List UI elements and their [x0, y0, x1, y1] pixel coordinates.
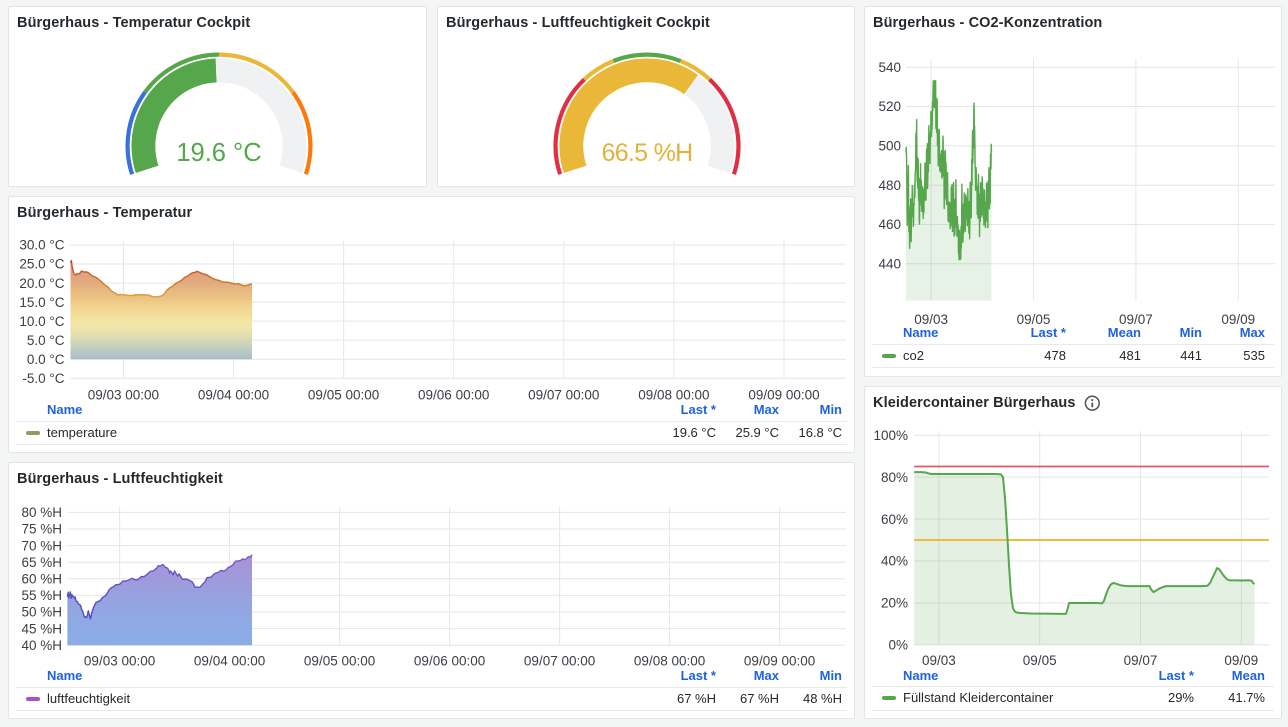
svg-text:55 %H: 55 %H: [21, 588, 62, 603]
svg-text:70 %H: 70 %H: [21, 538, 62, 553]
svg-text:80%: 80%: [881, 470, 908, 485]
svg-text:66.5 %H: 66.5 %H: [602, 139, 693, 167]
svg-text:-5.0 °C: -5.0 °C: [22, 371, 64, 386]
svg-text:65 %H: 65 %H: [21, 555, 62, 570]
svg-text:0.0 °C: 0.0 °C: [27, 352, 65, 367]
svg-text:80 %H: 80 %H: [21, 505, 62, 520]
svg-text:60 %H: 60 %H: [21, 572, 62, 587]
svg-text:09/05 00:00: 09/05 00:00: [304, 654, 375, 669]
svg-text:09/07 00:00: 09/07 00:00: [524, 654, 595, 669]
svg-text:09/06 00:00: 09/06 00:00: [418, 388, 489, 403]
svg-text:520: 520: [878, 99, 901, 114]
svg-text:09/09 00:00: 09/09 00:00: [748, 388, 819, 403]
svg-text:540: 540: [878, 60, 901, 75]
svg-text:09/03: 09/03: [914, 312, 948, 327]
svg-text:0%: 0%: [888, 638, 908, 653]
svg-text:09/04 00:00: 09/04 00:00: [194, 654, 265, 669]
svg-text:440: 440: [878, 257, 901, 272]
svg-text:09/04 00:00: 09/04 00:00: [198, 388, 269, 403]
svg-text:460: 460: [878, 217, 901, 232]
svg-text:50 %H: 50 %H: [21, 605, 62, 620]
svg-text:480: 480: [878, 178, 901, 193]
svg-text:75 %H: 75 %H: [21, 522, 62, 537]
svg-text:500: 500: [878, 139, 901, 154]
svg-text:09/03 00:00: 09/03 00:00: [84, 654, 155, 669]
svg-text:09/03 00:00: 09/03 00:00: [88, 388, 159, 403]
svg-text:20.0 °C: 20.0 °C: [19, 276, 64, 291]
svg-text:19.6 °C: 19.6 °C: [176, 139, 261, 167]
svg-text:09/09 00:00: 09/09 00:00: [744, 654, 815, 669]
svg-text:15.0 °C: 15.0 °C: [19, 295, 64, 310]
svg-text:09/09: 09/09: [1221, 312, 1255, 327]
svg-text:5.0 °C: 5.0 °C: [27, 333, 65, 348]
svg-text:09/08 00:00: 09/08 00:00: [638, 388, 709, 403]
svg-text:09/07: 09/07: [1124, 653, 1158, 668]
svg-text:60%: 60%: [881, 512, 908, 527]
svg-text:09/05 00:00: 09/05 00:00: [308, 388, 379, 403]
svg-text:09/05: 09/05: [1023, 653, 1057, 668]
svg-text:30.0 °C: 30.0 °C: [19, 238, 64, 253]
svg-text:25.0 °C: 25.0 °C: [19, 257, 64, 272]
svg-text:20%: 20%: [881, 596, 908, 611]
svg-text:09/08 00:00: 09/08 00:00: [634, 654, 705, 669]
svg-text:09/07: 09/07: [1119, 312, 1153, 327]
svg-text:40 %H: 40 %H: [21, 638, 62, 653]
svg-text:10.0 °C: 10.0 °C: [19, 314, 64, 329]
svg-text:09/03: 09/03: [922, 653, 956, 668]
svg-text:45 %H: 45 %H: [21, 621, 62, 636]
svg-text:40%: 40%: [881, 554, 908, 569]
svg-text:09/07 00:00: 09/07 00:00: [528, 388, 599, 403]
svg-text:09/09: 09/09: [1224, 653, 1258, 668]
svg-text:09/06 00:00: 09/06 00:00: [414, 654, 485, 669]
svg-text:09/05: 09/05: [1017, 312, 1051, 327]
svg-text:100%: 100%: [873, 428, 908, 443]
